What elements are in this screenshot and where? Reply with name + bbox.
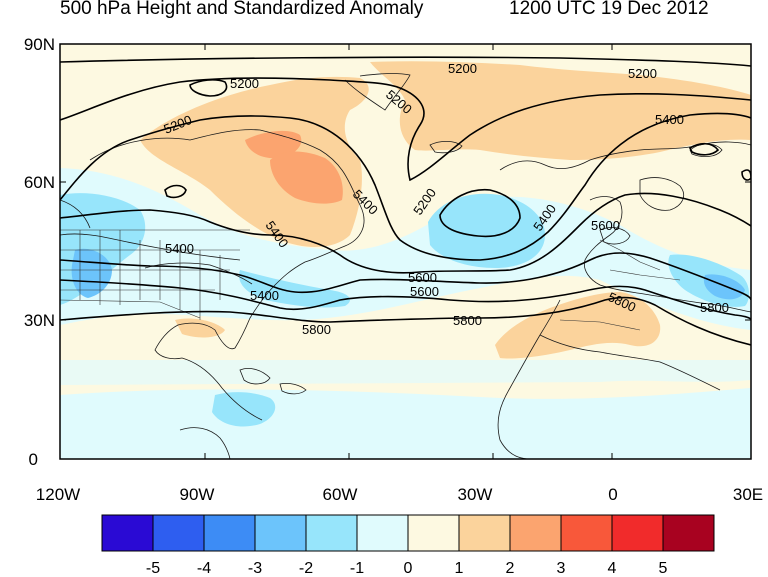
map-plot-area: 5200 5200 5200 5200 5200 5200 5400 5400 …	[60, 44, 751, 459]
colorbar-swatch	[509, 514, 562, 552]
colorbar-tick-label: 1	[455, 560, 464, 577]
colorbar-tick-label: -5	[146, 560, 160, 577]
positive-anomaly-shading	[140, 61, 751, 359]
coastlines	[60, 73, 751, 459]
colorbar-swatch	[611, 514, 664, 552]
colorbar-tick-label: 2	[506, 560, 515, 577]
colorbar-tick-label: 4	[608, 560, 617, 577]
contour-label: 5400	[165, 241, 194, 256]
negative-anomaly-shading	[60, 168, 751, 459]
contour-label: 5600	[410, 284, 439, 299]
latitude-labels: 90N 60N 30N 0	[24, 35, 55, 469]
lat-label-0: 0	[29, 450, 38, 469]
colorbar-swatch	[152, 514, 205, 552]
lat-label-30n: 30N	[24, 311, 55, 330]
map-title: 500 hPa Height and Standardized Anomaly	[60, 0, 424, 19]
longitude-labels: 120W 90W 60W 30W 0 30E	[36, 485, 763, 504]
colorbar-swatch	[560, 514, 613, 552]
colorbar-swatch	[356, 514, 409, 552]
lon-label-0: 0	[608, 485, 617, 504]
contour-label: 5400	[655, 112, 684, 127]
lon-label-30w: 30W	[458, 485, 493, 504]
colorbar-tick-label: -1	[350, 560, 364, 577]
lon-label-30e: 30E	[733, 485, 763, 504]
map-frame	[59, 43, 752, 460]
colorbar-swatch	[305, 514, 358, 552]
contour-label: 5200	[628, 66, 657, 81]
contour-label: 5200	[230, 76, 259, 91]
contour-label: 5800	[302, 322, 331, 337]
axis-ticks	[59, 43, 752, 460]
lon-label-120w: 120W	[36, 485, 80, 504]
lon-label-60w: 60W	[323, 485, 358, 504]
colorbar-tick-label: 0	[404, 560, 413, 577]
lon-label-90w: 90W	[180, 485, 215, 504]
colorbar-tick-label: -3	[248, 560, 262, 577]
colorbar-tick-label: 5	[659, 560, 668, 577]
contour-label: 5800	[700, 300, 729, 315]
lat-label-60n: 60N	[24, 173, 55, 192]
colorbar-tick-label: -4	[197, 560, 211, 577]
colorbar: -5 -4 -3 -2 -1 0 1 2 3 4 5	[101, 514, 715, 577]
contour-label: 5400	[250, 288, 279, 303]
contour-label: 5800	[453, 313, 482, 328]
colorbar-swatch	[458, 514, 511, 552]
colorbar-swatch	[101, 514, 154, 552]
colorbar-tick-label: -2	[299, 560, 313, 577]
colorbar-tick-label: 3	[557, 560, 566, 577]
lat-label-90n: 90N	[24, 35, 55, 54]
height-contours	[60, 56, 751, 346]
valid-time-label: 1200 UTC 19 Dec 2012	[509, 0, 709, 19]
colorbar-swatch	[662, 514, 715, 552]
colorbar-swatch	[407, 514, 460, 552]
colorbar-swatch	[254, 514, 307, 552]
contour-label: 5600	[408, 270, 437, 285]
political-boundaries	[60, 229, 681, 331]
contour-label: 5200	[448, 61, 477, 76]
contour-label: 5600	[591, 218, 620, 233]
colorbar-swatch	[203, 514, 256, 552]
